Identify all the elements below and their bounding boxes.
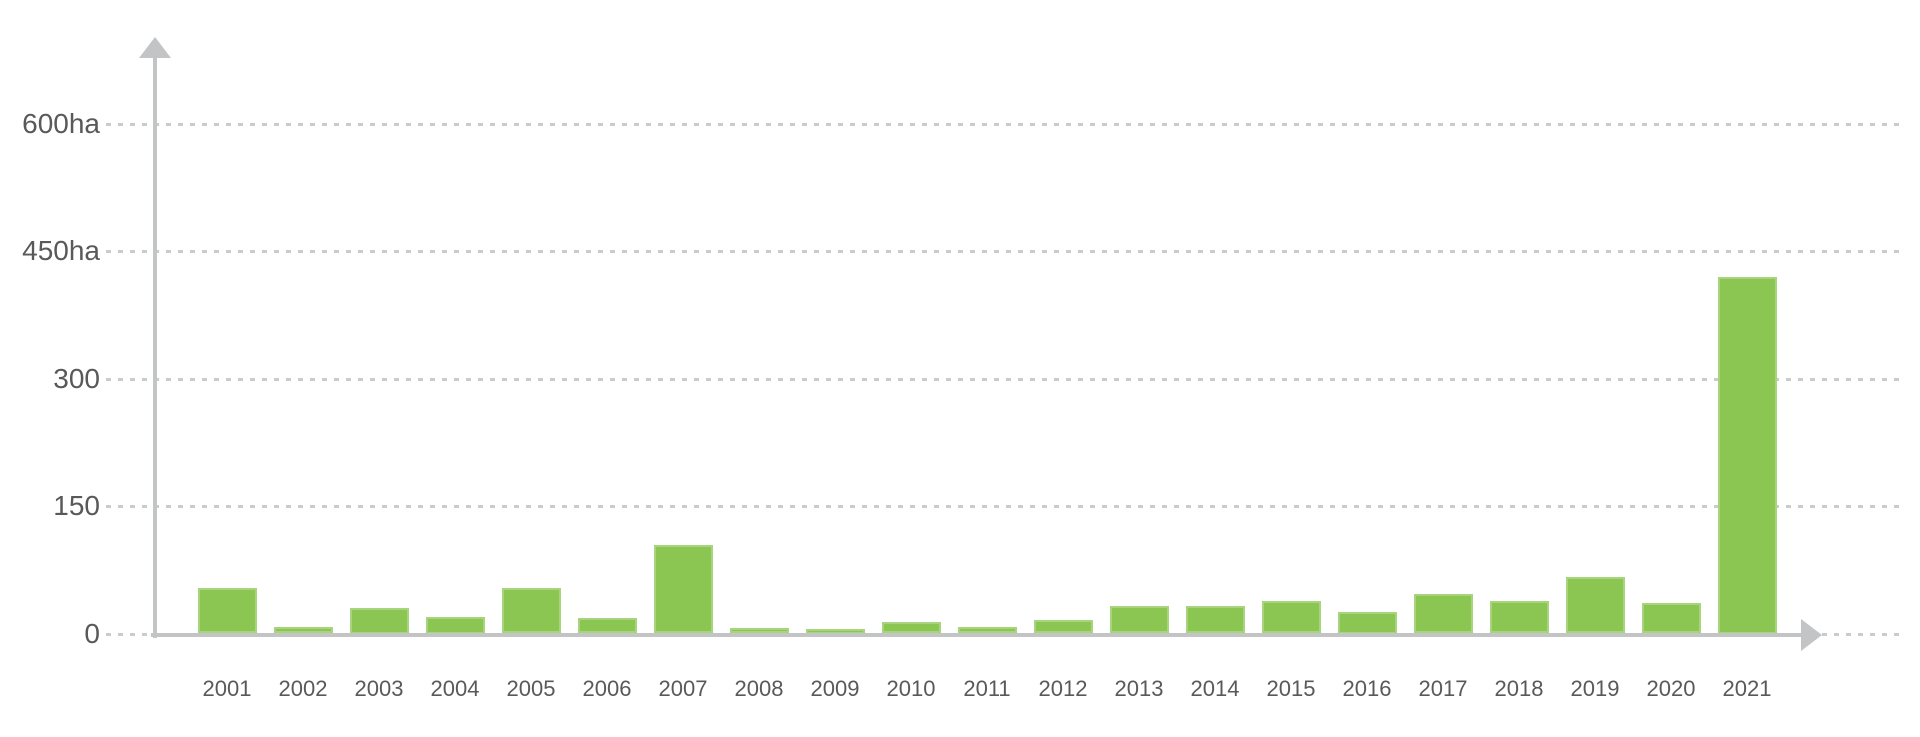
x-tick-label-2002: 2002 — [278, 676, 328, 701]
bar-2011 — [957, 626, 1017, 634]
x-tick-label-2012: 2012 — [1038, 676, 1088, 701]
bar-2005 — [501, 588, 561, 634]
x-tick-label-2011: 2011 — [963, 676, 1011, 701]
x-tick-label-2014: 2014 — [1190, 676, 1240, 701]
bar-2007 — [653, 545, 713, 634]
bar-2014 — [1185, 606, 1245, 634]
x-tick-label-2006: 2006 — [582, 676, 632, 701]
x-tick-label-2001: 2001 — [202, 676, 252, 701]
bar-2008 — [729, 628, 789, 634]
bar-2009 — [805, 629, 865, 634]
bar-2006 — [577, 618, 637, 634]
bar-2012 — [1033, 619, 1093, 634]
x-tick-label-2020: 2020 — [1646, 676, 1696, 701]
x-tick-label-2021: 2021 — [1722, 676, 1772, 701]
x-tick-label-2016: 2016 — [1342, 676, 1392, 701]
x-tick-label-2008: 2008 — [734, 676, 784, 701]
y-tick-label-150: 150 — [53, 490, 100, 521]
bar-2021 — [1717, 276, 1777, 634]
bar-2010 — [881, 621, 941, 634]
bar-2016 — [1337, 612, 1397, 634]
gridline-300 — [106, 377, 1906, 381]
bar-2015 — [1261, 601, 1321, 634]
x-tick-label-2010: 2010 — [886, 676, 936, 701]
y-tick-label-0: 0 — [84, 617, 100, 649]
x-tick-label-2004: 2004 — [430, 676, 480, 701]
y-axis — [153, 56, 157, 638]
x-axis — [151, 633, 1803, 637]
x-tick-label-2013: 2013 — [1114, 676, 1164, 701]
bar-2017 — [1413, 593, 1473, 634]
gridline-150 — [106, 505, 1906, 508]
bar-2003 — [349, 608, 409, 634]
x-axis-arrow-icon — [1801, 619, 1822, 651]
bar-2004 — [425, 616, 485, 634]
gridline-600 — [106, 122, 1906, 126]
x-tick-label-2017: 2017 — [1418, 676, 1468, 701]
x-tick-label-2005: 2005 — [506, 676, 556, 701]
x-tick-label-2003: 2003 — [354, 676, 404, 701]
bar-2002 — [273, 626, 333, 634]
x-tick-label-2009: 2009 — [810, 676, 860, 701]
bar-2001 — [197, 588, 257, 634]
bar-2020 — [1641, 602, 1701, 634]
x-tick-label-2018: 2018 — [1494, 676, 1544, 701]
y-tick-label-600: 600ha — [22, 107, 100, 139]
gridline-450 — [106, 250, 1906, 253]
bar-2019 — [1565, 576, 1625, 634]
bar-2013 — [1109, 606, 1169, 634]
y-tick-label-300: 300 — [53, 362, 100, 394]
x-tick-label-2019: 2019 — [1570, 676, 1620, 701]
x-tick-label-2007: 2007 — [658, 676, 708, 701]
x-tick-label-2015: 2015 — [1266, 676, 1316, 701]
y-axis-arrow-icon — [139, 37, 171, 58]
y-tick-label-450: 450ha — [22, 235, 100, 266]
bar-2018 — [1489, 601, 1549, 634]
